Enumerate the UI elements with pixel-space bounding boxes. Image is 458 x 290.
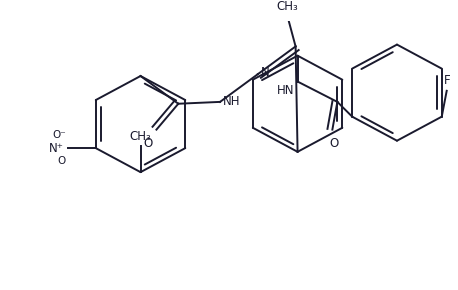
Text: O⁻: O⁻ (52, 130, 66, 140)
Text: CH₃: CH₃ (277, 0, 299, 13)
Text: HN: HN (277, 84, 294, 97)
Text: NH: NH (223, 95, 240, 108)
Text: N: N (261, 66, 270, 79)
Text: F: F (443, 74, 450, 87)
Text: O: O (58, 156, 66, 166)
Text: CH₃: CH₃ (130, 130, 152, 143)
Text: O: O (144, 137, 153, 150)
Text: N⁺: N⁺ (49, 142, 64, 155)
Text: O: O (330, 137, 339, 150)
